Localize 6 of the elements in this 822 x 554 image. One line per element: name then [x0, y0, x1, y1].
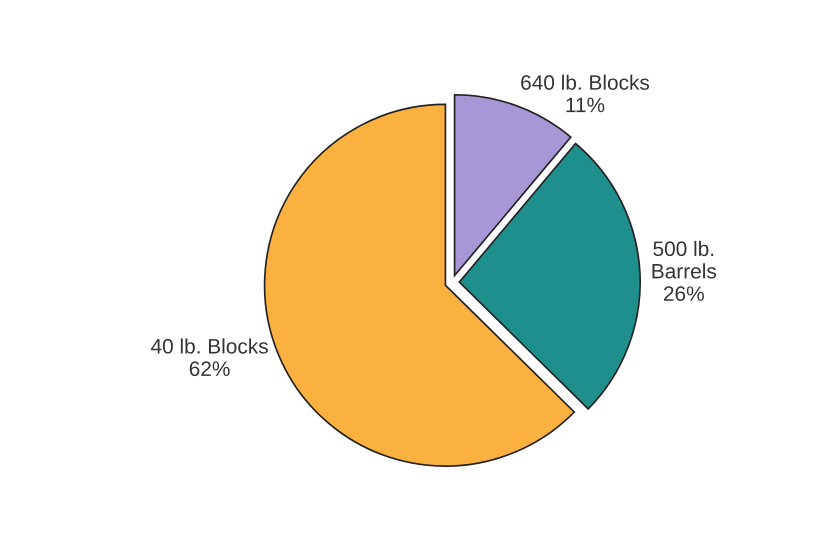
data-label: 62%: [190, 361, 230, 376]
slice-label: 500 lb. Barrels: [652, 240, 716, 279]
slice-label: 640 lb. Blocks: [521, 74, 650, 90]
data-label: 11%: [566, 98, 604, 112]
slice-label: 40 lb. Blocks: [150, 338, 268, 354]
data-label: 26%: [664, 286, 704, 301]
